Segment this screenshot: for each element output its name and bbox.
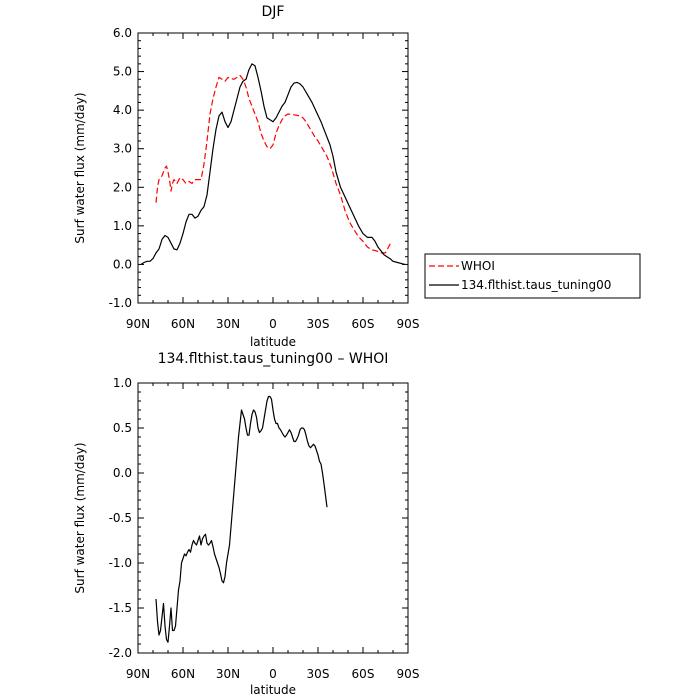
- x-tick-label: 90S: [397, 667, 420, 681]
- y-tick-label: 3.0: [113, 142, 132, 156]
- x-tick-label: 90N: [126, 667, 150, 681]
- x-axis-label: latitude: [250, 335, 296, 349]
- y-tick-label: 1.0: [113, 219, 132, 233]
- legend-label: WHOI: [461, 259, 495, 273]
- x-tick-label: 30N: [216, 317, 240, 331]
- x-tick-label: 60S: [352, 667, 375, 681]
- plot-frame: [137, 32, 409, 304]
- y-tick-label: -1.5: [109, 601, 132, 615]
- y-tick-label: -1.0: [109, 556, 132, 570]
- top-panel: 90N 60N 30N 0 30S 60S 90S -1.0 0.0 1.0 2.0 3.0 4.0 5.…: [73, 4, 641, 349]
- y-axis-label: Surf water flux (mm/day): [73, 92, 87, 243]
- y-tick-label: 0.0: [113, 257, 132, 271]
- x-tick-label: 60N: [171, 317, 195, 331]
- x-tick-label: 30S: [307, 317, 330, 331]
- series-line-134-flthist-taus-tuning00: [140, 63, 406, 265]
- bottom-panel: 90N 60N 30N 0 30S 60S 90S -2.0 -1.5 -1.0 -0.5 0.0 0.…: [73, 351, 419, 697]
- x-tick-label: 60S: [352, 317, 375, 331]
- x-tick-label: 60N: [171, 667, 195, 681]
- chart-title: 134.flthist.taus_tuning00 – WHOI: [158, 351, 389, 367]
- y-tick-label: 0.0: [113, 466, 132, 480]
- series-line-0: [155, 395, 328, 643]
- y-tick-label: 0.5: [113, 421, 132, 435]
- x-tick-label: 0: [269, 317, 277, 331]
- x-tick-label: 30N: [216, 667, 240, 681]
- y-axis-label: Surf water flux (mm/day): [73, 442, 87, 593]
- legend: WHOI 134.flthist.taus_tuning00: [424, 253, 641, 299]
- series-line-whoi: [155, 74, 393, 254]
- x-tick-label: 0: [269, 667, 277, 681]
- legend-box: [424, 253, 641, 299]
- y-tick-label: 6.0: [113, 26, 132, 40]
- chart-title: DJF: [262, 4, 285, 20]
- x-tick-label: 90S: [397, 317, 420, 331]
- plot-frame: [137, 382, 409, 654]
- legend-label: 134.flthist.taus_tuning00: [461, 278, 611, 292]
- y-tick-label: 2.0: [113, 180, 132, 194]
- y-tick-label: 4.0: [113, 103, 132, 117]
- y-tick-label: -0.5: [109, 511, 132, 525]
- y-tick-label: 1.0: [113, 376, 132, 390]
- x-tick-label: 30S: [307, 667, 330, 681]
- y-tick-label: -2.0: [109, 646, 132, 660]
- y-tick-label: 5.0: [113, 65, 132, 79]
- x-tick-label: 90N: [126, 317, 150, 331]
- x-axis-label: latitude: [250, 683, 296, 697]
- y-tick-label: -1.0: [109, 296, 132, 310]
